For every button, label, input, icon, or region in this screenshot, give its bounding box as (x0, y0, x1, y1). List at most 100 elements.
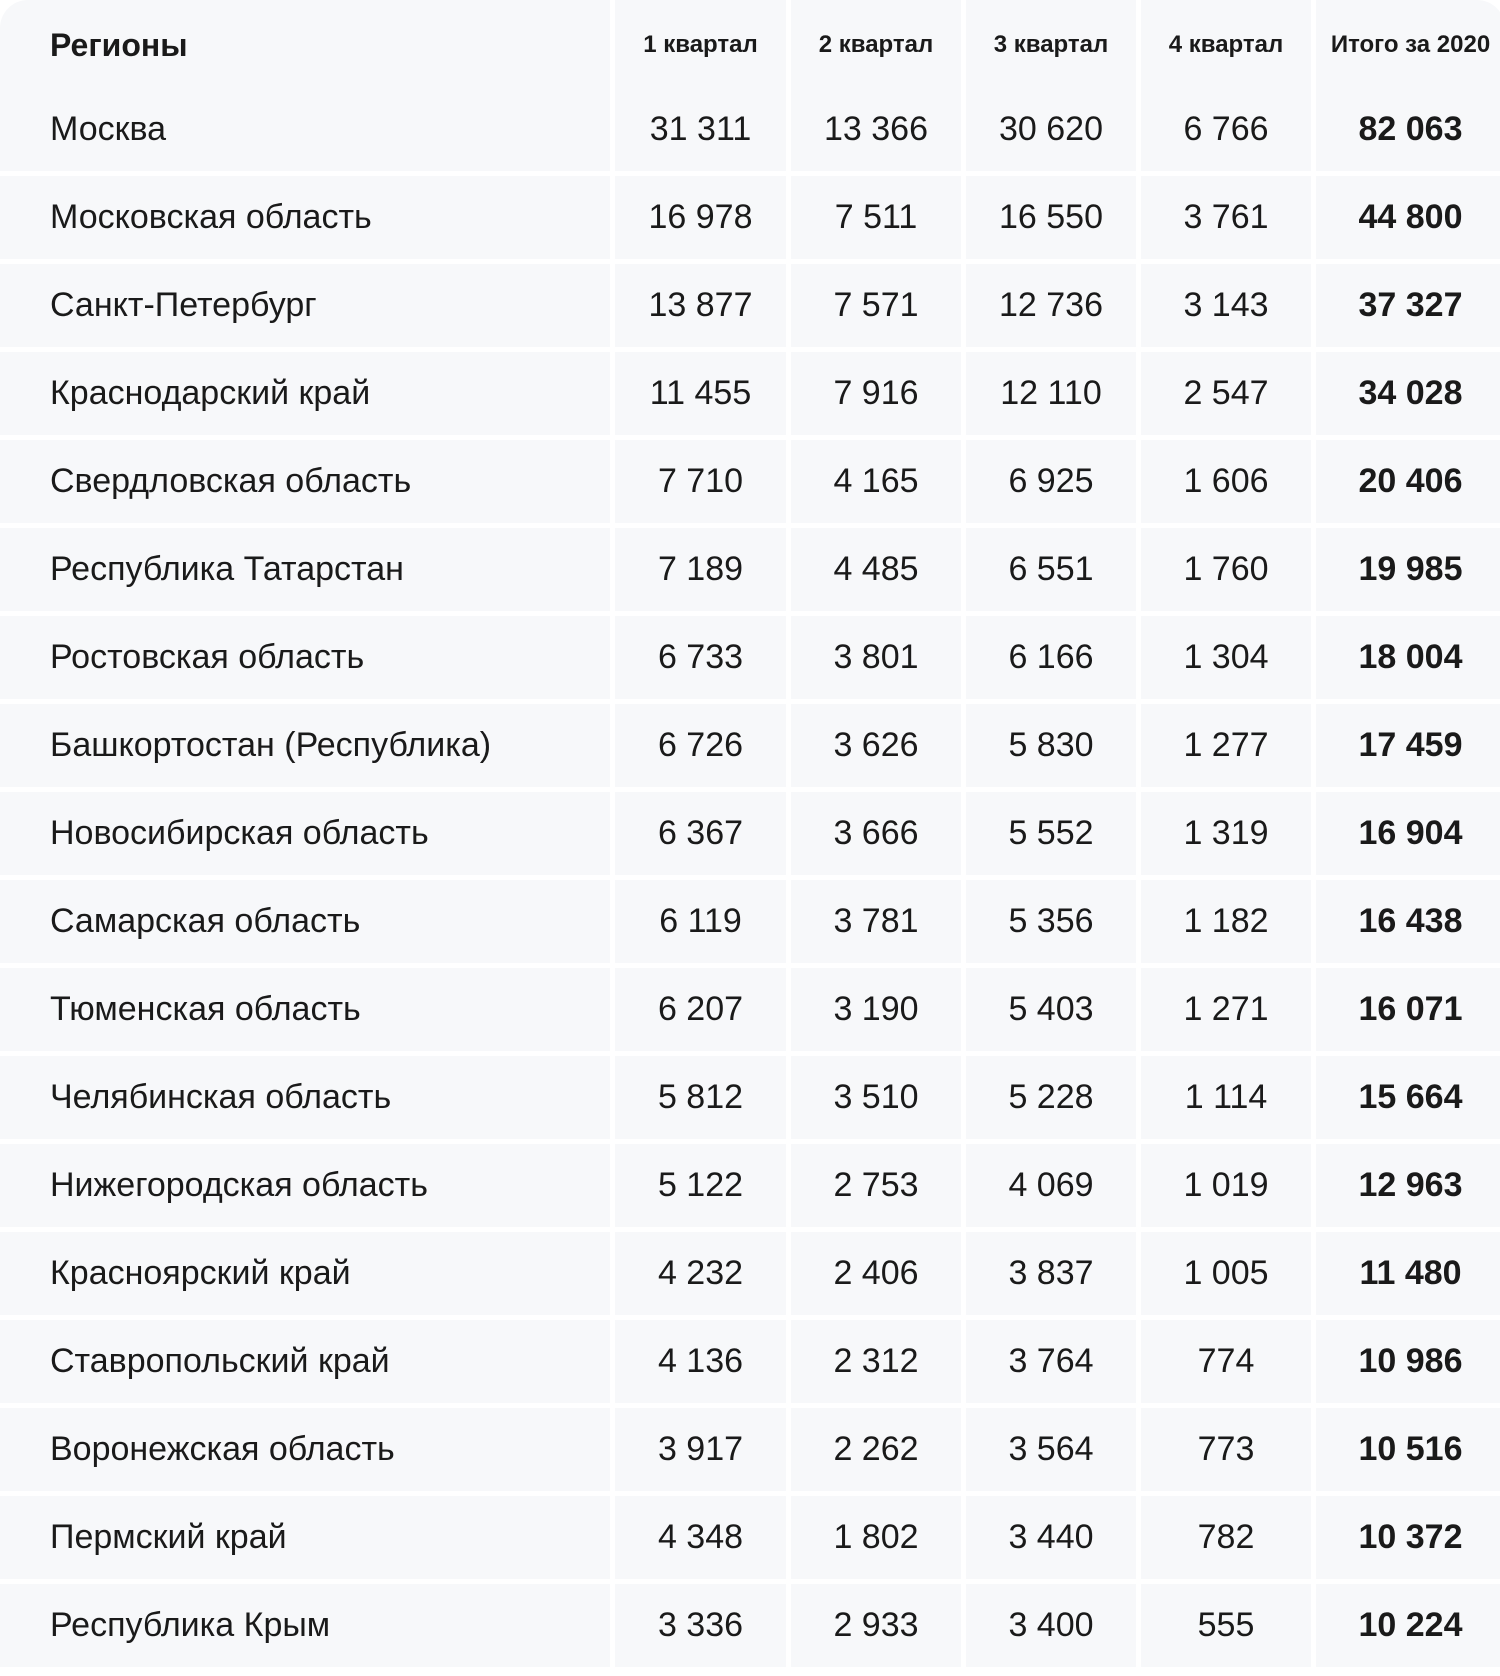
region-name-cell: Пермский край (0, 1496, 610, 1579)
value-cell-total: 10 986 (1316, 1320, 1500, 1403)
value-cell-q1: 5 122 (615, 1144, 786, 1227)
value-cell-q4: 1 304 (1141, 616, 1311, 699)
value-cell-q1: 7 710 (615, 440, 786, 523)
value-cell-q4: 1 271 (1141, 968, 1311, 1051)
region-name-cell: Челябинская область (0, 1056, 610, 1139)
value-cell-q4: 1 760 (1141, 528, 1311, 611)
value-cell-q3: 5 228 (966, 1056, 1136, 1139)
region-name-cell: Свердловская область (0, 440, 610, 523)
value-cell-q4: 555 (1141, 1584, 1311, 1667)
value-cell-q3: 30 620 (966, 88, 1136, 171)
value-cell-total: 18 004 (1316, 616, 1500, 699)
value-cell-q4: 3 143 (1141, 264, 1311, 347)
value-cell-total: 10 516 (1316, 1408, 1500, 1491)
value-cell-q2: 7 916 (791, 352, 961, 435)
value-cell-q2: 3 626 (791, 704, 961, 787)
header-q4: 4 квартал (1141, 0, 1311, 89)
value-cell-q1: 6 726 (615, 704, 786, 787)
value-cell-q1: 6 733 (615, 616, 786, 699)
value-cell-q2: 7 571 (791, 264, 961, 347)
value-cell-q3: 12 736 (966, 264, 1136, 347)
value-cell-total: 12 963 (1316, 1144, 1500, 1227)
value-cell-q4: 1 182 (1141, 880, 1311, 963)
value-cell-q4: 1 005 (1141, 1232, 1311, 1315)
value-cell-q3: 3 764 (966, 1320, 1136, 1403)
value-cell-q4: 1 277 (1141, 704, 1311, 787)
value-cell-q2: 4 485 (791, 528, 961, 611)
region-name-cell: Краснодарский край (0, 352, 610, 435)
value-cell-q1: 6 367 (615, 792, 786, 875)
region-name-cell: Новосибирская область (0, 792, 610, 875)
value-cell-q4: 774 (1141, 1320, 1311, 1403)
value-cell-total: 16 438 (1316, 880, 1500, 963)
value-cell-total: 37 327 (1316, 264, 1500, 347)
value-cell-q3: 3 400 (966, 1584, 1136, 1667)
value-cell-total: 44 800 (1316, 176, 1500, 259)
region-name-cell: Нижегородская область (0, 1144, 610, 1227)
region-name-cell: Ставропольский край (0, 1320, 610, 1403)
value-cell-q1: 3 336 (615, 1584, 786, 1667)
value-cell-q2: 4 165 (791, 440, 961, 523)
value-cell-total: 19 985 (1316, 528, 1500, 611)
value-cell-q4: 2 547 (1141, 352, 1311, 435)
region-name-cell: Красноярский край (0, 1232, 610, 1315)
value-cell-total: 15 664 (1316, 1056, 1500, 1139)
header-q3: 3 квартал (966, 0, 1136, 89)
region-name-cell: Москва (0, 88, 610, 171)
value-cell-q2: 3 666 (791, 792, 961, 875)
region-name-cell: Московская область (0, 176, 610, 259)
value-cell-total: 20 406 (1316, 440, 1500, 523)
header-q2: 2 квартал (791, 0, 961, 89)
value-cell-q3: 6 166 (966, 616, 1136, 699)
value-cell-q2: 2 753 (791, 1144, 961, 1227)
value-cell-q3: 16 550 (966, 176, 1136, 259)
value-cell-q1: 4 136 (615, 1320, 786, 1403)
value-cell-q4: 1 114 (1141, 1056, 1311, 1139)
value-cell-q2: 3 190 (791, 968, 961, 1051)
value-cell-q4: 3 761 (1141, 176, 1311, 259)
value-cell-q3: 6 925 (966, 440, 1136, 523)
header-total: Итого за 2020 (1316, 0, 1500, 89)
value-cell-q3: 4 069 (966, 1144, 1136, 1227)
value-cell-q4: 782 (1141, 1496, 1311, 1579)
value-cell-q2: 3 801 (791, 616, 961, 699)
value-cell-q3: 5 356 (966, 880, 1136, 963)
region-name-cell: Башкортостан (Республика) (0, 704, 610, 787)
header-q1: 1 квартал (615, 0, 786, 89)
value-cell-q1: 16 978 (615, 176, 786, 259)
value-cell-total: 10 224 (1316, 1584, 1500, 1667)
value-cell-q3: 12 110 (966, 352, 1136, 435)
value-cell-q1: 4 348 (615, 1496, 786, 1579)
value-cell-q2: 3 781 (791, 880, 961, 963)
value-cell-q2: 2 933 (791, 1584, 961, 1667)
value-cell-q1: 13 877 (615, 264, 786, 347)
value-cell-q3: 5 552 (966, 792, 1136, 875)
value-cell-q1: 5 812 (615, 1056, 786, 1139)
value-cell-q4: 1 606 (1141, 440, 1311, 523)
value-cell-q1: 11 455 (615, 352, 786, 435)
region-name-cell: Воронежская область (0, 1408, 610, 1491)
value-cell-q1: 6 119 (615, 880, 786, 963)
value-cell-q2: 2 262 (791, 1408, 961, 1491)
value-cell-total: 16 071 (1316, 968, 1500, 1051)
header-region: Регионы (0, 0, 610, 89)
value-cell-q2: 1 802 (791, 1496, 961, 1579)
value-cell-total: 82 063 (1316, 88, 1500, 171)
value-cell-q3: 3 440 (966, 1496, 1136, 1579)
value-cell-q3: 3 564 (966, 1408, 1136, 1491)
value-cell-q2: 3 510 (791, 1056, 961, 1139)
value-cell-total: 34 028 (1316, 352, 1500, 435)
value-cell-q4: 1 319 (1141, 792, 1311, 875)
value-cell-q1: 7 189 (615, 528, 786, 611)
value-cell-q1: 4 232 (615, 1232, 786, 1315)
value-cell-q4: 773 (1141, 1408, 1311, 1491)
value-cell-total: 11 480 (1316, 1232, 1500, 1315)
value-cell-total: 16 904 (1316, 792, 1500, 875)
value-cell-q1: 3 917 (615, 1408, 786, 1491)
value-cell-q2: 13 366 (791, 88, 961, 171)
value-cell-total: 10 372 (1316, 1496, 1500, 1579)
value-cell-q1: 6 207 (615, 968, 786, 1051)
value-cell-q3: 5 403 (966, 968, 1136, 1051)
region-name-cell: Самарская область (0, 880, 610, 963)
